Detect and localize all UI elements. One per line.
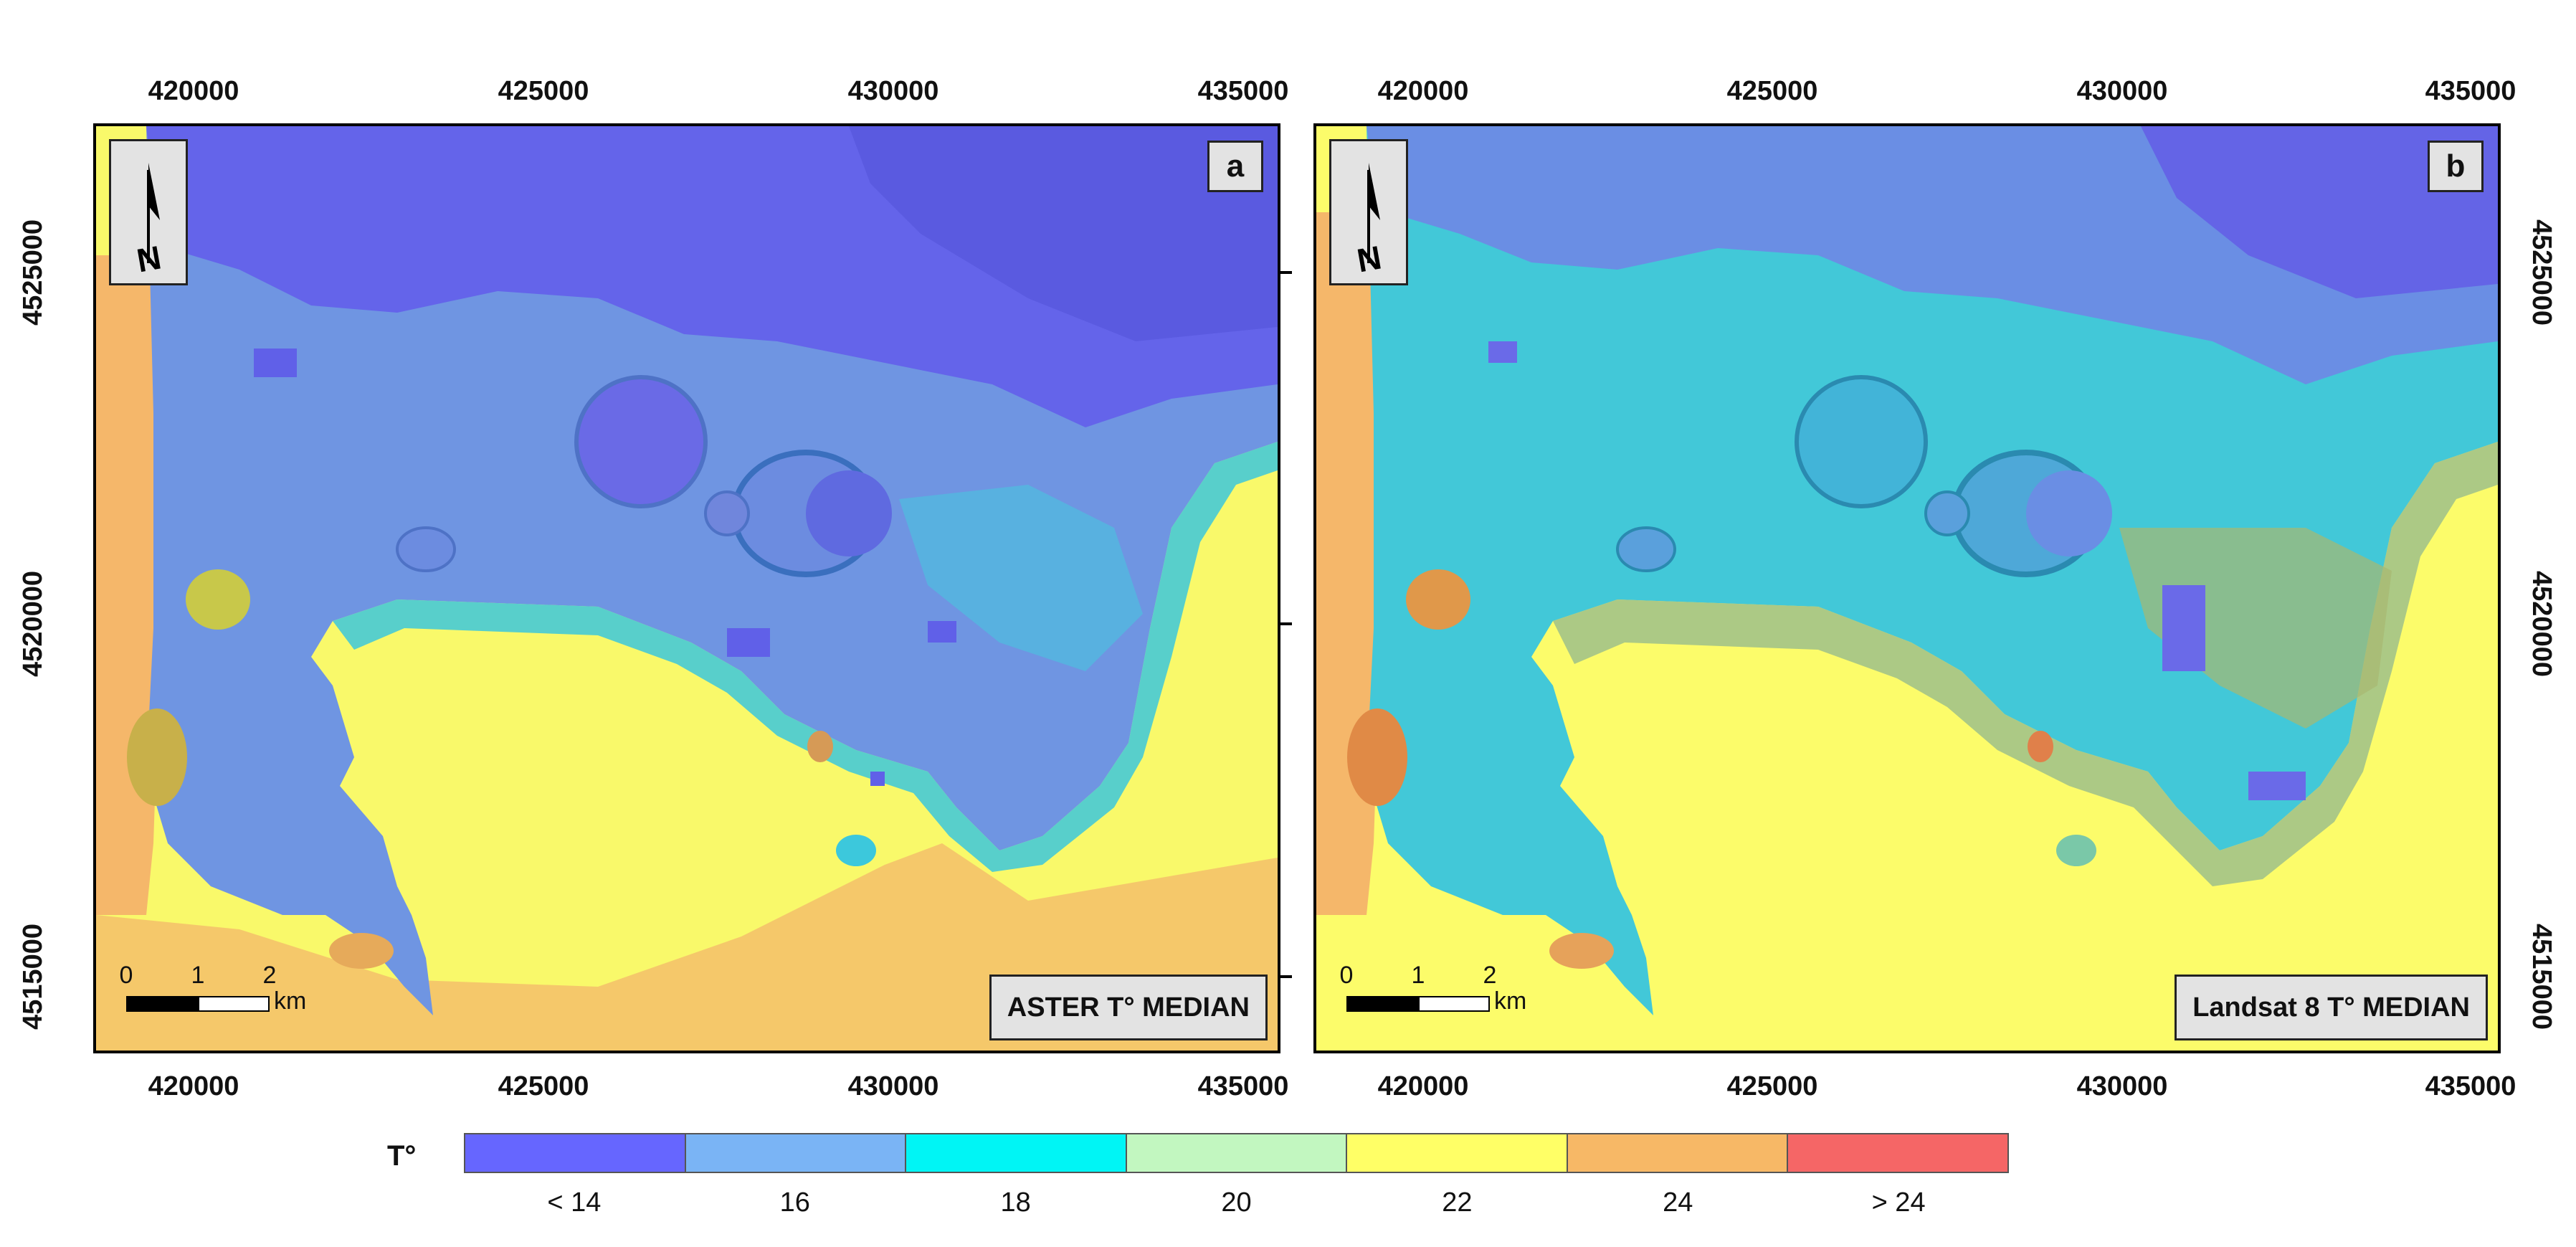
x-tick-label: 435000 [1197,1071,1289,1101]
scale-tick: 2 [262,962,277,989]
scale-segment [198,996,270,1012]
scale-tick: 1 [191,962,205,989]
x-tick-label: 425000 [1726,1071,1818,1101]
legend-title: T° [387,1140,417,1172]
x-tick-label: 425000 [498,1071,589,1101]
x-tick-label: 435000 [1197,76,1289,106]
legend-color-bar [464,1133,2009,1173]
scale-tick: 0 [119,962,133,989]
y-tick-label: 4525000 [2527,219,2557,326]
scale-unit: km [1494,987,1527,1015]
north-arrow-icon: N [134,163,164,279]
legend-swatch [1126,1134,1348,1172]
y-tick-label: 4520000 [2527,571,2557,677]
legend-label: 24 [1663,1187,1693,1218]
y-tick-label: 4515000 [18,924,48,1030]
scale-bar: 0 1 2 km [120,962,363,1019]
north-arrow-icon: N [1354,163,1384,279]
map-panel-b: N b 0 1 2 km Landsat 8 T° MEDIAN [1313,123,2501,1053]
scale-segment [126,996,198,1012]
legend-labels: < 14 16 18 20 22 24 > 24 [464,1187,2009,1218]
scale-bar: 0 1 2 km [1340,962,1583,1019]
legend-label: 20 [1221,1187,1252,1218]
y-tick-label: 4515000 [2527,924,2557,1030]
legend-swatch [1788,1134,2008,1172]
map-panel-a: N a 0 1 2 km ASTER T° MEDIAN [93,123,1280,1053]
svg-text:N: N [134,238,164,279]
north-arrow: N [109,139,188,285]
legend-label: > 24 [1871,1187,1926,1218]
legend-swatch [1567,1134,1789,1172]
x-tick-label: 425000 [1726,76,1818,106]
x-tick-label: 430000 [2076,1071,2168,1101]
x-tick-label: 435000 [2425,76,2516,106]
x-tick-label: 420000 [1377,1071,1469,1101]
x-tick-label: 430000 [2076,76,2168,106]
tick-mark [1278,622,1292,625]
x-tick-label: 425000 [498,76,589,106]
map-panel-a-raster [96,126,1278,1051]
map-panel-b-raster [1316,126,2498,1051]
legend-swatch [465,1134,686,1172]
legend-swatch [906,1134,1127,1172]
panel-title: ASTER T° MEDIAN [989,975,1268,1040]
scale-tick: 2 [1483,962,1497,989]
x-tick-label: 420000 [1377,76,1469,106]
x-tick-label: 435000 [2425,1071,2516,1101]
tick-mark [1278,271,1292,274]
legend-swatch [685,1134,907,1172]
scale-tick: 1 [1411,962,1425,989]
tick-mark [1278,975,1292,978]
svg-text:N: N [1354,238,1384,279]
panel-title: Landsat 8 T° MEDIAN [2175,975,2488,1040]
scale-unit: km [274,987,307,1015]
north-arrow: N [1329,139,1408,285]
x-tick-label: 420000 [148,76,239,106]
temperature-legend: T° < 14 16 18 20 22 24 > 24 [387,1133,2022,1241]
scale-segment [1418,996,1490,1012]
legend-label: 18 [1000,1187,1031,1218]
x-tick-label: 430000 [847,76,939,106]
y-tick-label: 4520000 [18,571,48,677]
panel-letter: a [1207,141,1263,192]
legend-label: 16 [779,1187,810,1218]
legend-swatch [1347,1134,1568,1172]
scale-tick: 0 [1339,962,1354,989]
legend-label: 22 [1442,1187,1473,1218]
x-tick-label: 420000 [148,1071,239,1101]
legend-label: < 14 [547,1187,602,1218]
y-tick-label: 4525000 [18,219,48,326]
scale-segment [1346,996,1418,1012]
panel-letter: b [2428,141,2484,192]
x-tick-label: 430000 [847,1071,939,1101]
